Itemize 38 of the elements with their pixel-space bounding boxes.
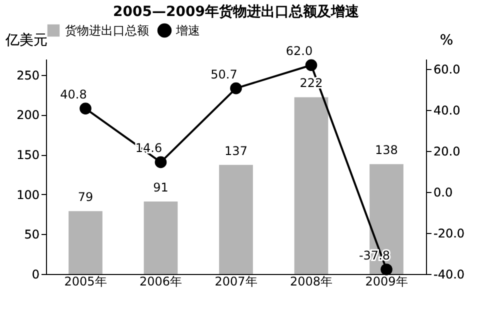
bar — [219, 164, 253, 274]
chart-title: 2005—2009年货物进出口总额及增速 — [113, 3, 360, 20]
bar — [68, 211, 102, 274]
point — [154, 156, 167, 168]
point — [305, 59, 318, 72]
y2-axis-title: % — [440, 32, 454, 48]
data-label: 40.8 — [60, 88, 87, 102]
y2-tick-label: -40.0 — [434, 268, 465, 282]
y-tick-label: 250 — [16, 68, 40, 82]
y2-tick-label: -20.0 — [434, 226, 465, 241]
data-label: 79 — [78, 190, 94, 204]
x-tick-label: 2009年 — [365, 274, 408, 288]
y-tick-label: 100 — [16, 188, 40, 202]
x-tick-label: 2006年 — [139, 274, 182, 288]
y-tick-label: 50 — [24, 228, 40, 242]
y-tick-label: 200 — [16, 108, 40, 122]
point — [230, 82, 242, 94]
y2-tick-label: 60.0 — [434, 62, 460, 77]
point — [380, 264, 392, 276]
legend-label: 货物进出口总额 — [65, 24, 149, 38]
data-label: 137 — [224, 144, 248, 158]
data-label: 62.0 — [286, 44, 313, 58]
point — [80, 102, 92, 114]
data-label: 138 — [375, 143, 398, 158]
bar — [294, 97, 328, 274]
data-label: 50.7 — [210, 67, 238, 82]
y-tick-label: 150 — [16, 148, 40, 162]
y-axis-title: 亿美元 — [4, 32, 48, 48]
x-tick-label: 2007年 — [214, 274, 258, 288]
y-tick-label: 0 — [32, 268, 40, 282]
bar — [144, 202, 178, 274]
y2-tick-label: 20.0 — [434, 144, 460, 159]
legend-label: 增速 — [175, 24, 200, 38]
x-tick-label: 2005年 — [64, 274, 107, 288]
y2-tick-label: 0.0 — [434, 186, 453, 200]
y2-tick-label: 40.0 — [434, 104, 460, 118]
data-label: 91 — [153, 180, 168, 195]
x-tick-label: 2008年 — [290, 274, 333, 288]
